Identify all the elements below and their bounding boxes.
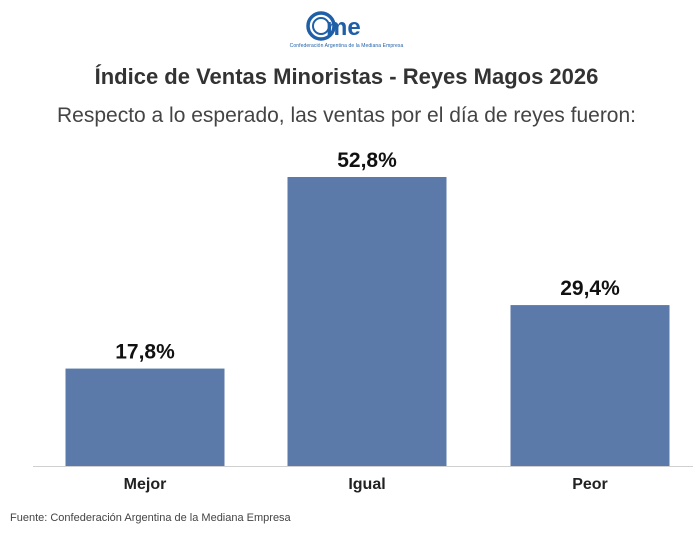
bar-mejor <box>65 368 225 466</box>
chart-subtitle: Respecto a lo esperado, las ventas por e… <box>56 104 637 127</box>
x-tick-label-peor: Peor <box>572 476 608 493</box>
came-logo-mark: me <box>305 11 361 41</box>
bar-peor <box>510 305 670 466</box>
data-label-igual: 52,8% <box>337 149 397 172</box>
x-tick-label-mejor: Mejor <box>124 476 167 493</box>
chart-title: Índice de Ventas Minoristas - Reyes Mago… <box>94 64 599 89</box>
x-tick-label-igual: Igual <box>348 476 385 493</box>
came-logo: me Confederación Argentina de la Mediana… <box>0 10 693 66</box>
svg-text:me: me <box>326 14 361 41</box>
bar-igual <box>287 177 447 466</box>
logo-tagline: Confederación Argentina de la Mediana Em… <box>289 43 404 49</box>
data-label-mejor: 17,8% <box>115 341 175 364</box>
source-note: Fuente: Confederación Argentina de la Me… <box>10 512 291 524</box>
data-label-peor: 29,4% <box>560 277 620 300</box>
